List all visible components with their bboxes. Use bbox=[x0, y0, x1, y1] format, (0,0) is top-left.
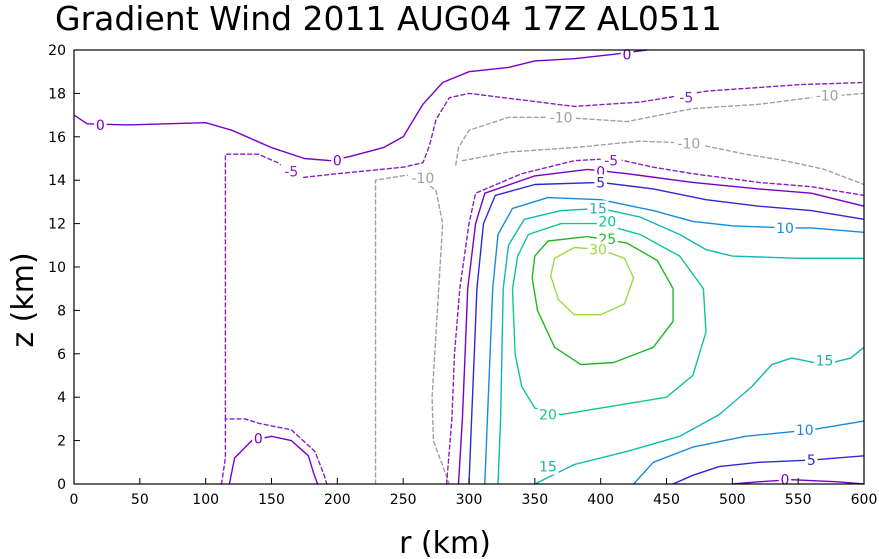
contour-label-bg bbox=[596, 213, 618, 230]
contour-label-bg bbox=[94, 116, 107, 133]
x-tick-label: 150 bbox=[258, 492, 285, 508]
contour-label: 0 bbox=[96, 118, 105, 134]
contour-label-bg bbox=[546, 109, 576, 126]
contour-label: -5 bbox=[284, 165, 298, 181]
contour-line-10 bbox=[632, 420, 865, 485]
contour-label-bg bbox=[794, 421, 816, 438]
y-tick-label: 16 bbox=[48, 130, 66, 146]
y-axis-title: z (km) bbox=[6, 252, 41, 347]
contour-label: 5 bbox=[807, 453, 816, 469]
contour-label-bg bbox=[537, 406, 559, 423]
contour-line-15 bbox=[497, 207, 865, 485]
y-tick-label: 8 bbox=[57, 303, 66, 319]
contour-label-bg bbox=[408, 170, 438, 187]
x-tick-label: 450 bbox=[653, 492, 680, 508]
contour-label-bg bbox=[280, 163, 302, 180]
contour-label: 0 bbox=[623, 47, 632, 63]
x-axis-title: r (km) bbox=[399, 526, 491, 559]
contour-line-5 bbox=[672, 455, 865, 485]
contour-line-0 bbox=[73, 49, 648, 162]
y-tick-label: 6 bbox=[57, 347, 66, 363]
contour-line-0 bbox=[457, 168, 865, 485]
y-tick-label: 10 bbox=[48, 260, 66, 276]
y-tick-label: 0 bbox=[57, 477, 66, 493]
x-tick-label: 100 bbox=[192, 492, 219, 508]
contour-label-bg bbox=[674, 135, 704, 152]
contour-label-layer: -10-10-10-10-5-5-50000005510101515152020… bbox=[94, 46, 842, 489]
x-tick-label: 300 bbox=[456, 492, 483, 508]
contour-label: 30 bbox=[589, 243, 607, 259]
plot-frame bbox=[73, 49, 865, 485]
contour-label-bg bbox=[814, 352, 835, 369]
chart-title: Gradient Wind 2011 AUG04 17Z AL0511 bbox=[55, 0, 722, 38]
x-tick-label: 350 bbox=[521, 492, 548, 508]
contour-label-bg bbox=[812, 87, 842, 104]
contour-label: -10 bbox=[411, 171, 434, 187]
y-axis-ticks: 0 2 4 6 8 10 12 14 16 18 20 bbox=[48, 43, 80, 493]
contour-label: 15 bbox=[589, 201, 607, 217]
contour-label: -10 bbox=[677, 136, 700, 152]
contour-label-bg bbox=[587, 200, 609, 217]
contour-label: 0 bbox=[333, 154, 342, 170]
contour-line-neg5 bbox=[224, 81, 865, 420]
contour-line-5 bbox=[468, 181, 865, 485]
contour-label-bg bbox=[537, 458, 559, 475]
x-tick-label: 600 bbox=[851, 492, 878, 508]
x-tick-label: 550 bbox=[785, 492, 812, 508]
contour-label: -5 bbox=[679, 91, 693, 107]
contour-label-bg bbox=[252, 430, 265, 447]
contour-label-bg bbox=[805, 452, 818, 469]
contour-layer bbox=[73, 49, 865, 485]
y-tick-label: 20 bbox=[48, 43, 66, 59]
contour-label-bg bbox=[675, 89, 697, 106]
contour-label: 20 bbox=[598, 214, 616, 230]
x-tick-label: 500 bbox=[719, 492, 746, 508]
y-tick-label: 2 bbox=[57, 434, 66, 450]
contour-line-neg10 bbox=[374, 173, 450, 485]
contour-label: 10 bbox=[776, 221, 794, 237]
x-tick-label: 0 bbox=[70, 492, 79, 508]
contour-label: 15 bbox=[539, 460, 557, 476]
y-tick-label: 18 bbox=[48, 86, 66, 102]
contour-label-bg bbox=[594, 174, 607, 191]
x-tick-label: 200 bbox=[324, 492, 351, 508]
contour-line-0 bbox=[731, 479, 865, 485]
y-tick-label: 12 bbox=[48, 217, 66, 233]
contour-label-bg bbox=[774, 219, 796, 236]
contour-line-10 bbox=[484, 196, 865, 485]
contour-line-neg10 bbox=[455, 92, 865, 166]
x-tick-label: 50 bbox=[131, 492, 149, 508]
contour-label: 15 bbox=[816, 353, 834, 369]
x-tick-label: 250 bbox=[390, 492, 417, 508]
contour-label-bg bbox=[331, 152, 344, 169]
x-axis-ticks: 0 50 100 150 200 250 300 350 400 450 500 550 600 bbox=[70, 478, 878, 508]
contour-label: 0 bbox=[781, 473, 790, 489]
contour-label: -10 bbox=[550, 110, 573, 126]
contour-line-20 bbox=[511, 222, 707, 416]
contour-label-bg bbox=[587, 241, 609, 258]
y-tick-label: 14 bbox=[48, 173, 66, 189]
x-tick-label: 400 bbox=[587, 492, 614, 508]
contour-line-neg5 bbox=[445, 157, 865, 485]
y-tick-label: 4 bbox=[57, 390, 66, 406]
contour-label: -5 bbox=[604, 154, 618, 170]
contour-line-neg5 bbox=[220, 418, 328, 485]
contour-label: 20 bbox=[539, 408, 557, 424]
contour-label: 5 bbox=[596, 175, 605, 191]
contour-label: -10 bbox=[816, 89, 839, 105]
contour-label: 10 bbox=[796, 423, 814, 439]
contour-line-0 bbox=[228, 435, 319, 485]
contour-label: 0 bbox=[596, 165, 605, 181]
contour-label: 0 bbox=[254, 431, 263, 447]
